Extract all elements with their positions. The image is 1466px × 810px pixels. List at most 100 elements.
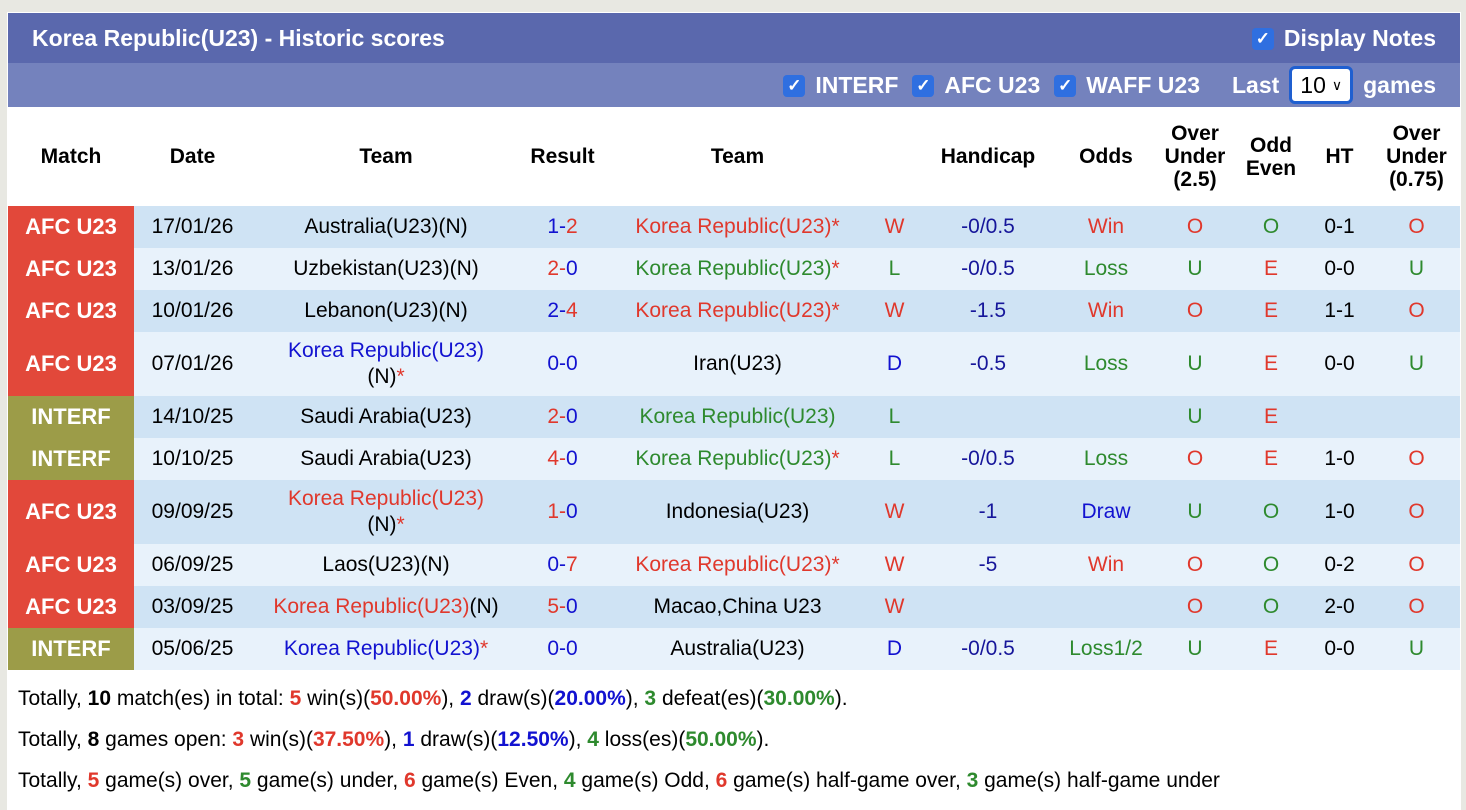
result-letter: L	[871, 396, 918, 438]
filter-bar: ✓ INTERF ✓ AFC U23 ✓ WAFF U23 Last 10 ∨ games	[8, 63, 1460, 107]
result-letter: D	[871, 628, 918, 670]
away-team[interactable]: Indonesia(U23)	[604, 480, 871, 544]
over-under: U	[1154, 396, 1236, 438]
over-under: U	[1154, 332, 1236, 396]
competition-badge[interactable]: AFC U23	[8, 290, 134, 332]
panel-title: Korea Republic(U23) - Historic scores	[32, 24, 445, 51]
checkbox-checked-icon[interactable]: ✓	[912, 75, 935, 98]
display-notes-toggle[interactable]: ✓ Display Notes	[1251, 25, 1436, 52]
column-header: Over Under (2.5)	[1164, 122, 1226, 191]
half-time-score: 2-0	[1306, 586, 1373, 628]
competition-badge[interactable]: AFC U23	[8, 586, 134, 628]
odd-even: O	[1236, 206, 1306, 248]
over-under: O	[1154, 206, 1236, 248]
filter-interf[interactable]: ✓ INTERF	[783, 72, 898, 98]
over-under-ht: U	[1373, 248, 1460, 290]
summary: Totally, 10 match(es) in total: 5 win(s)…	[8, 670, 1460, 809]
match-score: 2-0	[521, 248, 604, 290]
odds-result: Win	[1058, 290, 1154, 332]
odd-even: E	[1236, 248, 1306, 290]
match-score: 2-0	[521, 396, 604, 438]
table-row[interactable]: AFC U23 07/01/26 Korea Republic(U23) (N)* 0-…	[8, 332, 1460, 396]
chevron-down-icon: ∨	[1331, 76, 1343, 93]
odd-even: E	[1236, 628, 1306, 670]
result-letter: W	[871, 480, 918, 544]
away-team[interactable]: Australia(U23)	[604, 628, 871, 670]
match-score: 5-0	[521, 586, 604, 628]
last-label: Last	[1231, 71, 1280, 98]
table-row[interactable]: INTERF 14/10/25 Saudi Arabia(U23) 2-0 Korea …	[8, 396, 1460, 438]
match-date: 05/06/25	[134, 628, 251, 670]
odd-even: O	[1236, 586, 1306, 628]
home-team[interactable]: Saudi Arabia(U23)	[251, 396, 521, 438]
checkbox-checked-icon[interactable]: ✓	[1054, 75, 1077, 98]
checkbox-checked-icon[interactable]: ✓	[783, 75, 806, 98]
home-team[interactable]: Korea Republic(U23)(N)	[251, 586, 521, 628]
odds-result: Win	[1058, 544, 1154, 586]
away-team[interactable]: Macao,China U23	[604, 586, 871, 628]
table-row[interactable]: AFC U23 03/09/25 Korea Republic(U23)(N) 5-0…	[8, 586, 1460, 628]
over-under: U	[1154, 628, 1236, 670]
last-games-select[interactable]: 10 ∨	[1289, 66, 1354, 104]
checkbox-checked-icon[interactable]: ✓	[1251, 28, 1274, 51]
home-team[interactable]: Uzbekistan(U23)(N)	[251, 248, 521, 290]
handicap-value: -0/0.5	[918, 438, 1058, 480]
table-row[interactable]: AFC U23 13/01/26 Uzbekistan(U23)(N) 2-0 Kore…	[8, 248, 1460, 290]
competition-badge[interactable]: AFC U23	[8, 248, 134, 290]
result-letter: W	[871, 206, 918, 248]
match-date: 03/09/25	[134, 586, 251, 628]
away-team[interactable]: Korea Republic(U23)*	[604, 290, 871, 332]
away-team[interactable]: Iran(U23)	[604, 332, 871, 396]
home-team[interactable]: Laos(U23)(N)	[251, 544, 521, 586]
away-team[interactable]: Korea Republic(U23)*	[604, 438, 871, 480]
table-row[interactable]: AFC U23 09/09/25 Korea Republic(U23) (N)* 1-…	[8, 480, 1460, 544]
half-time-score: 1-0	[1306, 438, 1373, 480]
match-score: 0-0	[521, 628, 604, 670]
filter-waff-u23[interactable]: ✓ WAFF U23	[1054, 72, 1200, 98]
away-team[interactable]: Korea Republic(U23)*	[604, 206, 871, 248]
home-team[interactable]: Korea Republic(U23)*	[251, 628, 521, 670]
competition-badge[interactable]: AFC U23	[8, 544, 134, 586]
match-date: 09/09/25	[134, 480, 251, 544]
competition-badge[interactable]: INTERF	[8, 396, 134, 438]
result-letter: D	[871, 332, 918, 396]
star-marker: *	[831, 447, 840, 470]
away-team[interactable]: Korea Republic(U23)	[604, 396, 871, 438]
column-header: Over Under (0.75)	[1386, 122, 1447, 191]
home-team[interactable]: Saudi Arabia(U23)	[251, 438, 521, 480]
match-date: 14/10/25	[134, 396, 251, 438]
filter-afc-u23[interactable]: ✓ AFC U23	[912, 72, 1040, 98]
half-time-score: 0-2	[1306, 544, 1373, 586]
match-date: 13/01/26	[134, 248, 251, 290]
table-row[interactable]: AFC U23 06/09/25 Laos(U23)(N) 0-7 Korea Repu…	[8, 544, 1460, 586]
result-letter: L	[871, 438, 918, 480]
odds-result: Loss	[1058, 438, 1154, 480]
match-date: 06/09/25	[134, 544, 251, 586]
home-team[interactable]: Lebanon(U23)(N)	[251, 290, 521, 332]
table-row[interactable]: INTERF 10/10/25 Saudi Arabia(U23) 4-0 Korea …	[8, 438, 1460, 480]
match-date: 07/01/26	[134, 332, 251, 396]
table-row[interactable]: AFC U23 17/01/26 Australia(U23)(N) 1-2 Korea…	[8, 206, 1460, 248]
match-score: 4-0	[521, 438, 604, 480]
handicap-value: -5	[918, 544, 1058, 586]
competition-badge[interactable]: AFC U23	[8, 480, 134, 544]
competition-badge[interactable]: AFC U23	[8, 206, 134, 248]
table-row[interactable]: AFC U23 10/01/26 Lebanon(U23)(N) 2-4 Korea R…	[8, 290, 1460, 332]
home-team[interactable]: Australia(U23)(N)	[251, 206, 521, 248]
star-marker: *	[396, 365, 405, 388]
away-team[interactable]: Korea Republic(U23)*	[604, 544, 871, 586]
star-marker: *	[831, 215, 840, 238]
handicap-value	[918, 586, 1058, 628]
competition-badge[interactable]: INTERF	[8, 628, 134, 670]
over-under: O	[1154, 544, 1236, 586]
away-team[interactable]: Korea Republic(U23)*	[604, 248, 871, 290]
star-marker: *	[396, 513, 405, 536]
home-team[interactable]: Korea Republic(U23) (N)*	[251, 480, 521, 544]
competition-badge[interactable]: INTERF	[8, 438, 134, 480]
table-row[interactable]: INTERF 05/06/25 Korea Republic(U23)* 0-0 Aus…	[8, 628, 1460, 670]
odds-result	[1058, 396, 1154, 438]
home-team[interactable]: Korea Republic(U23) (N)*	[251, 332, 521, 396]
odds-result: Draw	[1058, 480, 1154, 544]
competition-badge[interactable]: AFC U23	[8, 332, 134, 396]
over-under-ht: U	[1373, 628, 1460, 670]
